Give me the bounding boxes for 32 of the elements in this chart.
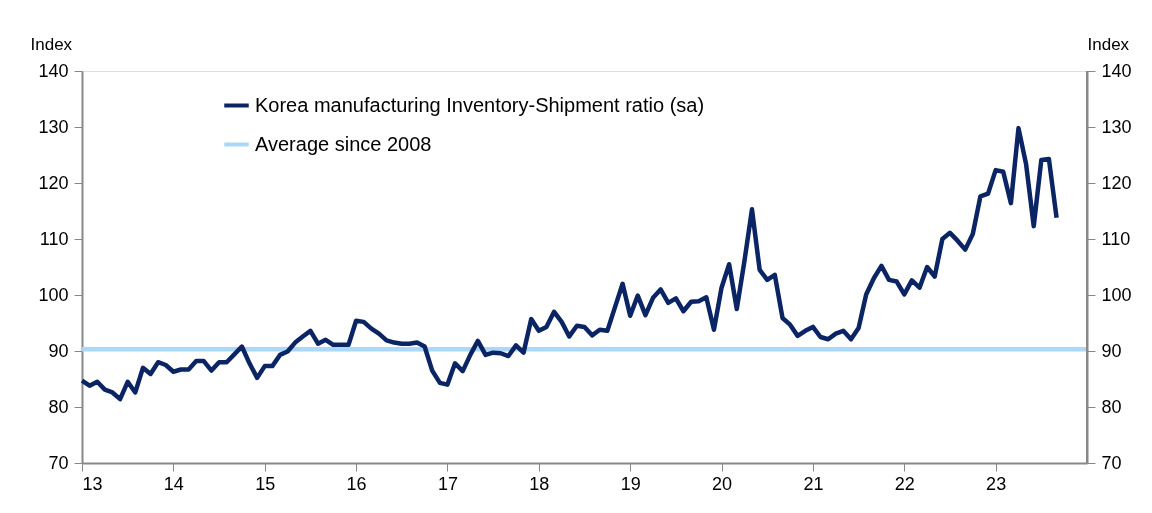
x-tick-label: 23 <box>986 473 1007 494</box>
y2-tick-label: 100 <box>1101 284 1132 305</box>
y-tick-label: 90 <box>48 340 69 361</box>
y2-tick-label: 80 <box>1101 396 1122 417</box>
y2-axis-title: Index <box>1087 34 1130 54</box>
x-tick-label: 17 <box>437 473 458 494</box>
x-tick-label: 16 <box>346 473 367 494</box>
legend-label: Average since 2008 <box>255 132 432 155</box>
y-tick-label: 130 <box>38 116 69 137</box>
y-tick-label: 70 <box>48 452 69 473</box>
legend-label: Korea manufacturing Inventory-Shipment ratio (sa) <box>255 93 705 116</box>
x-tick-label: 22 <box>894 473 915 494</box>
y2-tick-label: 130 <box>1101 116 1132 137</box>
x-tick-label: 19 <box>620 473 641 494</box>
y-tick-label: 140 <box>38 60 69 81</box>
y2-tick-label: 140 <box>1101 60 1132 81</box>
y-tick-label: 110 <box>39 228 69 249</box>
x-tick-label: 21 <box>803 473 824 494</box>
y-tick-label: 120 <box>38 172 69 193</box>
x-tick-label: 15 <box>255 473 276 494</box>
x-tick-label: 14 <box>163 473 184 494</box>
x-tick-label: 20 <box>712 473 733 494</box>
y2-tick-label: 120 <box>1101 172 1132 193</box>
x-tick-label: 13 <box>82 473 103 494</box>
y2-tick-label: 110 <box>1101 228 1131 249</box>
y2-tick-label: 70 <box>1101 452 1122 473</box>
y-tick-label: 100 <box>38 284 69 305</box>
line-series <box>79 125 1059 402</box>
x-tick-label: 18 <box>529 473 550 494</box>
y-tick-label: 80 <box>48 396 69 417</box>
y-axis-title: Index <box>30 34 73 54</box>
y2-tick-label: 90 <box>1101 340 1122 361</box>
